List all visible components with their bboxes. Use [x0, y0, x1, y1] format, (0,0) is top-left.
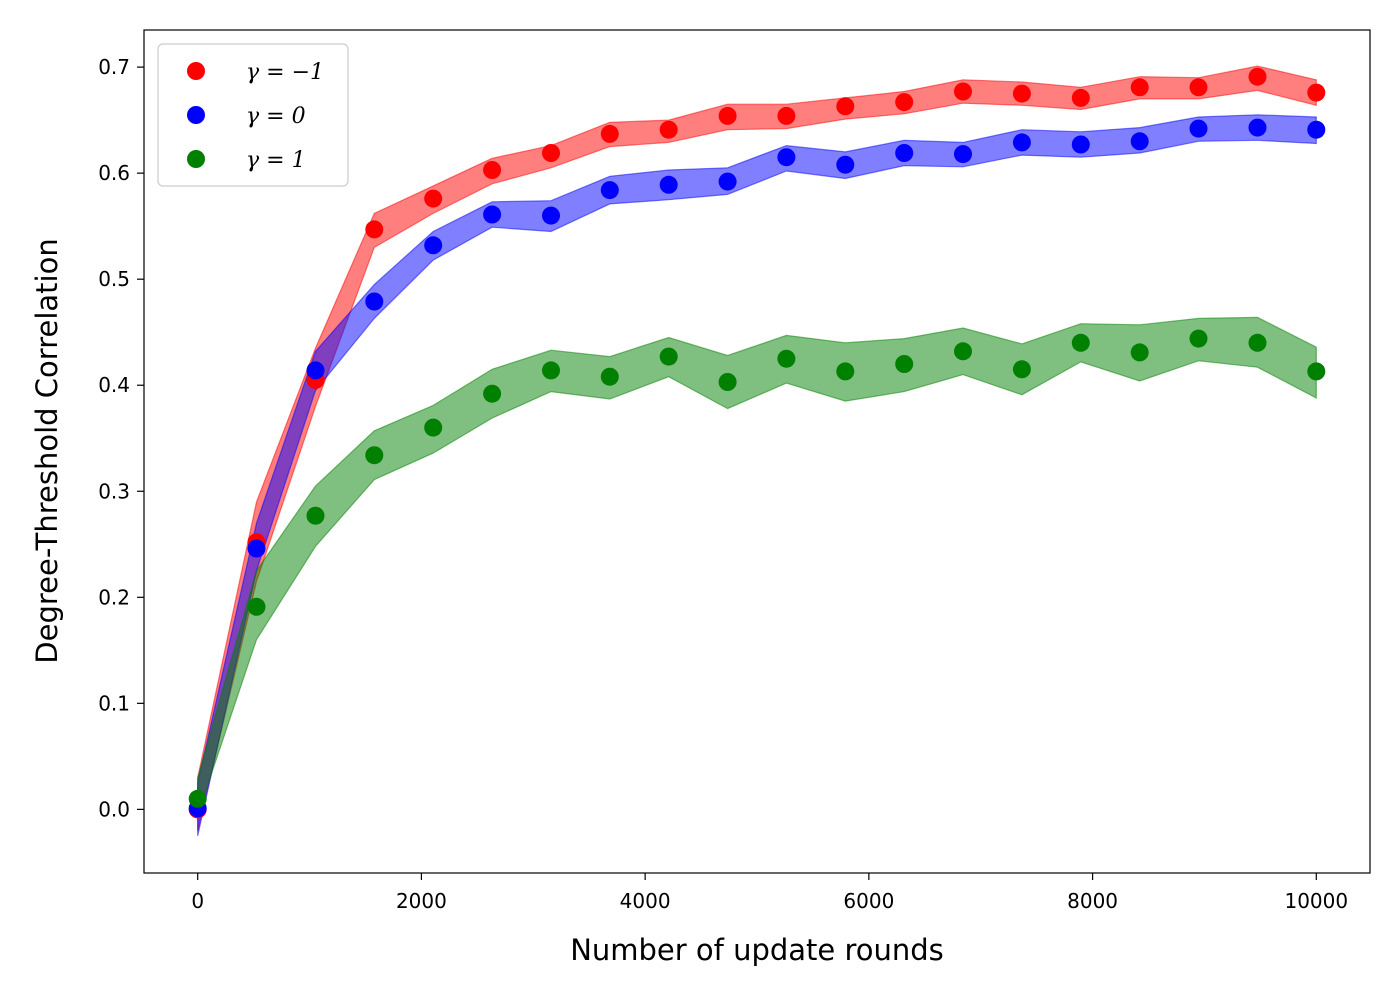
point-series-2-12 [895, 355, 914, 373]
point-series-1-1 [247, 539, 266, 558]
point-series-1-13 [954, 145, 972, 164]
point-series-0-13 [954, 82, 972, 101]
legend-marker-1 [187, 106, 205, 124]
point-series-1-9 [718, 172, 737, 191]
plot-frame [143, 29, 1371, 874]
y-axis-label: Degree-Threshold Correlation [30, 238, 64, 663]
y-tick-label: 0.3 [98, 479, 130, 503]
point-series-0-16 [1130, 78, 1149, 97]
point-series-0-18 [1248, 67, 1267, 86]
point-series-0-3 [365, 220, 384, 239]
point-series-0-9 [718, 106, 737, 125]
y-tick-label: 0.6 [98, 161, 130, 185]
y-tick-label: 0.4 [98, 373, 130, 397]
point-series-0-14 [1012, 84, 1031, 103]
band-series-2 [197, 316, 1317, 815]
point-series-1-4 [424, 236, 443, 255]
x-tick-label: 0 [191, 889, 204, 913]
x-tick-label: 4000 [620, 889, 671, 913]
y-tick-label: 0.5 [98, 267, 130, 291]
point-series-1-5 [483, 205, 502, 224]
point-series-1-7 [600, 181, 619, 200]
point-series-2-13 [954, 342, 972, 361]
point-series-2-6 [542, 361, 560, 380]
x-tick-label: 8000 [1067, 889, 1118, 913]
point-series-1-14 [1012, 133, 1031, 152]
point-series-0-10 [777, 106, 796, 125]
data-points [188, 67, 1326, 819]
y-tick-label: 0.7 [98, 55, 130, 79]
point-series-2-10 [777, 349, 796, 368]
point-series-2-7 [600, 367, 619, 386]
legend: γ = −1 γ = 0 γ = 1 [157, 43, 349, 187]
point-series-2-5 [483, 384, 502, 403]
point-series-1-11 [836, 155, 855, 174]
point-series-0-6 [542, 144, 560, 162]
confidence-bands [197, 65, 1317, 837]
point-series-2-17 [1189, 329, 1208, 348]
x-axis-label: Number of update rounds [570, 933, 944, 967]
point-series-0-11 [836, 97, 855, 116]
point-series-2-4 [424, 418, 443, 437]
point-series-1-3 [365, 292, 384, 311]
point-series-1-12 [895, 144, 914, 162]
point-series-0-15 [1071, 88, 1090, 107]
point-series-1-15 [1071, 135, 1090, 154]
point-series-2-9 [718, 373, 737, 391]
point-series-2-0 [188, 789, 207, 808]
point-series-1-2 [306, 361, 325, 380]
point-series-1-8 [659, 175, 678, 194]
x-axis-ticks: 0 2000 4000 6000 8000 10000 [191, 873, 1348, 913]
point-series-2-11 [836, 362, 855, 381]
point-series-2-1 [247, 597, 266, 616]
point-series-0-17 [1189, 78, 1208, 97]
y-axis-ticks: 0.0 0.1 0.2 0.3 0.4 0.5 0.6 0.7 [98, 55, 144, 821]
point-series-2-8 [659, 347, 678, 366]
point-series-2-15 [1071, 333, 1090, 352]
point-series-0-19 [1307, 83, 1326, 102]
point-series-1-10 [777, 148, 796, 167]
point-series-2-14 [1012, 360, 1031, 379]
point-series-1-16 [1130, 132, 1149, 151]
y-tick-label: 0.2 [98, 585, 130, 609]
point-series-0-12 [895, 93, 914, 112]
point-series-2-16 [1130, 343, 1149, 362]
point-series-0-8 [659, 120, 678, 139]
point-series-2-18 [1248, 333, 1267, 352]
point-series-1-17 [1189, 119, 1208, 138]
legend-marker-0 [187, 62, 205, 80]
point-series-1-19 [1307, 120, 1326, 139]
point-series-0-7 [600, 124, 619, 143]
y-tick-label: 0.0 [98, 797, 130, 821]
point-series-0-4 [424, 189, 443, 208]
point-series-1-18 [1248, 118, 1267, 137]
x-tick-label: 6000 [843, 889, 894, 913]
y-tick-label: 0.1 [98, 691, 130, 715]
legend-label-2: γ = 1 [246, 148, 306, 173]
legend-marker-2 [187, 150, 205, 168]
x-tick-label: 2000 [396, 889, 447, 913]
point-series-1-6 [542, 206, 560, 225]
legend-label-0: γ = −1 [246, 60, 324, 85]
point-series-2-19 [1307, 362, 1326, 381]
legend-label-1: γ = 0 [246, 104, 306, 129]
x-tick-label: 10000 [1284, 889, 1348, 913]
point-series-0-5 [483, 161, 502, 179]
point-series-2-2 [306, 506, 325, 525]
legend-box [157, 43, 349, 187]
band-series-0 [197, 65, 1317, 831]
point-series-2-3 [365, 446, 384, 465]
band-series-1 [197, 114, 1317, 837]
